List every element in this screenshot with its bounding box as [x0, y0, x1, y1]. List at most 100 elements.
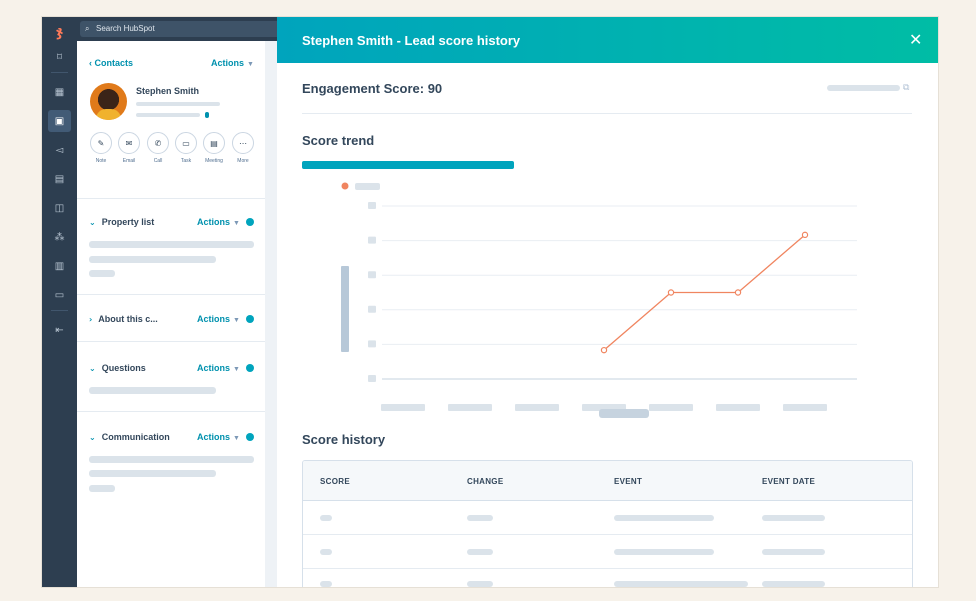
- chevron-down-icon: ⌄: [89, 218, 96, 227]
- contact-actions-menu[interactable]: Actions ▼: [211, 58, 254, 68]
- placeholder-line: [89, 387, 216, 394]
- contact-detail-placeholder: [136, 113, 200, 117]
- x-tick-label-placeholder: [448, 404, 492, 411]
- link-placeholder[interactable]: [827, 85, 900, 91]
- quick-action-label: Call: [153, 158, 163, 164]
- series-line: [603, 234, 806, 351]
- caret-down-icon: ▼: [247, 61, 254, 68]
- panel-title: Stephen Smith - Lead score history: [302, 33, 521, 48]
- sidebar-gutter: [265, 41, 277, 587]
- x-axis-label-placeholder: [599, 409, 649, 418]
- dashboard-icon[interactable]: ▦: [54, 86, 65, 98]
- x-tick-label-placeholder: [716, 404, 760, 411]
- x-tick-label-placeholder: [381, 404, 425, 411]
- quick-action-label: More: [237, 158, 249, 164]
- chevron-down-icon: ⌄: [89, 364, 96, 373]
- column-header-score[interactable]: SCORE: [320, 477, 350, 486]
- task-icon[interactable]: ▭: [175, 132, 197, 154]
- score-history-table: SCORE CHANGE EVENT EVENT DATE: [302, 460, 913, 587]
- caret-down-icon: ▼: [233, 220, 240, 227]
- external-link-icon[interactable]: ⧉: [903, 83, 910, 93]
- caret-down-icon: ▼: [233, 366, 240, 373]
- contact-subtitle-placeholder: [136, 102, 220, 106]
- folder-icon[interactable]: ▭: [54, 289, 65, 301]
- commerce-icon[interactable]: ◫: [54, 202, 65, 214]
- data-point: [734, 289, 742, 296]
- placeholder-line: [89, 485, 115, 492]
- automation-icon[interactable]: ⁂: [54, 231, 65, 243]
- status-dot: [246, 315, 254, 323]
- quick-action-label: Note: [95, 158, 107, 164]
- section-actions-menu[interactable]: Actions ▼: [197, 314, 240, 324]
- divider: [302, 113, 912, 114]
- contacts-icon[interactable]: ▣: [48, 110, 71, 132]
- x-tick-label-placeholder: [515, 404, 559, 411]
- collapse-icon[interactable]: ⇤: [55, 324, 64, 336]
- y-tick-label-placeholder: [368, 236, 376, 244]
- avatar: [90, 83, 127, 120]
- panel-header: Stephen Smith - Lead score history ✕: [277, 17, 938, 63]
- score-trend-title: Score trend: [302, 133, 375, 148]
- status-dot: [246, 218, 254, 226]
- reporting-icon[interactable]: ▥: [54, 260, 65, 272]
- data-point: [600, 346, 608, 354]
- score-trend-bar: [302, 161, 514, 169]
- contact-sidebar: ‹ Contacts Actions ▼ Stephen Smith ✎ ✉ ✆ …: [77, 41, 265, 587]
- y-tick-label-placeholder: [368, 340, 376, 348]
- section-questions[interactable]: ⌄ Questions: [89, 363, 146, 373]
- search-icon: ⌕: [85, 24, 90, 33]
- legend-label-placeholder: [355, 183, 380, 190]
- y-tick-label-placeholder: [368, 202, 376, 209]
- section-about-this-contact[interactable]: › About this c...: [89, 314, 158, 324]
- status-dot: [246, 433, 254, 441]
- y-axis-label-placeholder: [341, 266, 349, 352]
- y-tick-label-placeholder: [368, 305, 376, 313]
- contact-name: Stephen Smith: [136, 86, 200, 96]
- bookmark-icon[interactable]: ⌑: [56, 51, 63, 63]
- search-input[interactable]: ⌕ Search HubSpot: [80, 21, 314, 37]
- column-header-change[interactable]: CHANGE: [467, 477, 504, 486]
- table-row[interactable]: [303, 501, 912, 535]
- copy-icon[interactable]: [205, 112, 209, 118]
- placeholder-line: [89, 470, 216, 477]
- data-point: [801, 231, 809, 239]
- section-communication[interactable]: ⌄ Communication: [89, 432, 170, 442]
- engagement-score: Engagement Score: 90: [302, 81, 443, 96]
- caret-down-icon: ▼: [233, 435, 240, 442]
- table-header: SCORE CHANGE EVENT EVENT DATE: [303, 461, 912, 501]
- quick-action-label: Task: [180, 158, 192, 164]
- search-placeholder: Search HubSpot: [96, 24, 155, 33]
- close-icon[interactable]: ✕: [909, 30, 923, 49]
- y-tick-label-placeholder: [368, 375, 376, 382]
- section-property-list[interactable]: ⌄ Property list: [89, 217, 155, 227]
- data-point: [667, 289, 675, 296]
- nav-rail: ჯ ⌑ ▦ ▣ ◅ ▤ ◫ ⁂ ▥ ▭ ⇤: [42, 17, 77, 587]
- placeholder-line: [89, 256, 216, 263]
- marketing-icon[interactable]: ◅: [55, 144, 64, 156]
- x-tick-label-placeholder: [649, 404, 693, 411]
- status-dot: [246, 364, 254, 372]
- y-tick-label-placeholder: [368, 271, 376, 279]
- content-icon[interactable]: ▤: [54, 173, 65, 185]
- chevron-down-icon: ⌄: [89, 433, 96, 442]
- score-trend-chart: [341, 182, 857, 411]
- column-header-event-date[interactable]: EVENT DATE: [762, 477, 816, 486]
- back-to-contacts-link[interactable]: ‹ Contacts: [89, 58, 134, 68]
- meeting-icon[interactable]: ▤: [203, 132, 225, 154]
- hubspot-logo-icon[interactable]: ჯ: [55, 24, 64, 40]
- table-row[interactable]: [303, 569, 912, 587]
- placeholder-line: [89, 270, 115, 277]
- placeholder-line: [89, 241, 254, 248]
- more-icon[interactable]: ⋯: [232, 132, 254, 154]
- score-history-title: Score history: [302, 432, 386, 447]
- legend-marker: [341, 182, 349, 190]
- section-actions-menu[interactable]: Actions ▼: [197, 432, 240, 442]
- email-icon[interactable]: ✉: [118, 132, 140, 154]
- section-actions-menu[interactable]: Actions ▼: [197, 363, 240, 373]
- x-tick-label-placeholder: [783, 404, 827, 411]
- table-row[interactable]: [303, 535, 912, 569]
- section-actions-menu[interactable]: Actions ▼: [197, 217, 240, 227]
- column-header-event[interactable]: EVENT: [614, 477, 643, 486]
- call-icon[interactable]: ✆: [147, 132, 169, 154]
- note-icon[interactable]: ✎: [90, 132, 112, 154]
